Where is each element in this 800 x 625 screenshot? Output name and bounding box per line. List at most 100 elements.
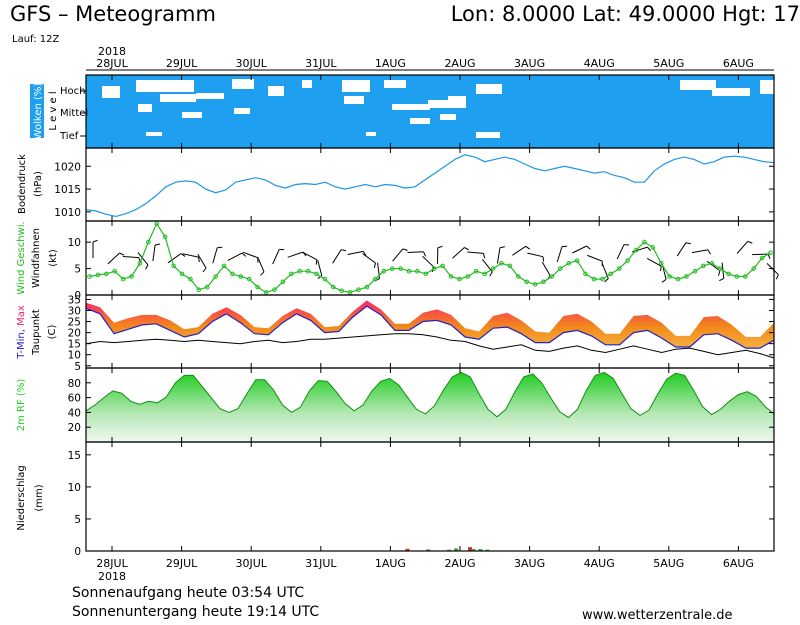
wind-speed-point [246,276,252,282]
wind-barb-feather [660,266,662,272]
wind-barb [167,253,182,264]
wind-barb-feather [154,243,161,246]
precipitation-axis-label: Niederschlag [16,465,27,530]
wind-barb [706,260,721,272]
wind-barb-feather [341,249,347,252]
y-tick-label: 5 [74,361,81,373]
wind-barb [422,255,435,268]
clear-sky-gap [712,88,750,96]
wind-speed-point [440,263,445,269]
wind-barb-feather [542,256,545,262]
clear-sky-gap [302,80,312,88]
wind-speed-point [297,268,303,274]
wind-barb [287,251,303,258]
cloud-panel: Wolken (%) L e v e l Hoch Mittel Tief [30,74,775,149]
precipitation-bar [471,549,476,551]
y-tick-label: 15 [68,450,81,462]
date-label-bottom: 31JUL [305,557,337,570]
wind-speed-point [616,266,622,271]
wind-barb [616,244,625,260]
wind-speed-point [717,266,723,271]
wind-speed-point [633,247,639,253]
wind-speed-point [499,261,504,266]
cloud-axis-label: Wolken (%) [33,83,44,140]
wind-barb-feather [198,257,200,263]
wind-barb [572,245,587,254]
wind-speed-point [482,271,488,277]
precipitation-bar [405,548,410,551]
humidity-axis-label: 2m RF (%) [16,379,27,432]
date-label-top: 30JUL [235,57,267,70]
date-label-bottom: 30JUL [235,557,267,570]
wind-speed-point [625,258,630,263]
wind-speed-point [465,274,471,279]
sunrise-text: Sonnenaufgang heute 03:54 UTC [72,585,305,601]
pressure-line [85,154,775,218]
wind-barb-feather [437,245,443,249]
clear-sky-gap [182,112,202,118]
precipitation-bar [426,549,431,551]
model-run: Lauf: 12Z [12,34,60,45]
wind-speed-point [532,282,538,287]
clear-sky-gap [102,86,120,98]
wind-barb-feather [362,251,367,256]
panel-frame [85,147,775,222]
wind-barb-feather [685,242,691,245]
wind-barb-feather [747,240,753,244]
wind-speed-point [549,274,555,279]
wind-speed-point [146,239,151,245]
wind-barb-feather [241,252,247,257]
date-label-top: 3AUG [514,57,545,70]
wind-barb [197,254,207,269]
wind-speed-point [574,258,580,263]
wind-speed-point [583,271,588,277]
wind-speed-point [591,276,597,282]
clear-sky-gap [138,104,152,112]
clear-sky-gap [392,104,430,110]
y-tick-label: 20 [68,328,81,340]
clear-sky-gap [366,132,376,136]
wind-speed-point [255,284,260,290]
y-tick-label: 15 [68,339,81,351]
wind-speed-point [684,274,689,279]
date-label-bottom: 29JUL [166,557,198,570]
clear-sky-gap [476,132,500,138]
wind-speed-point [423,271,429,277]
cloud-level-name: Hoch [60,86,85,97]
wind-speed-point [558,266,563,271]
dewpoint-line [85,333,775,359]
y-tick-label: 1020 [54,161,81,173]
wind-speed-point [507,263,513,269]
wind-speed-point [238,274,244,279]
wind-speed-point [213,274,218,279]
wind-barb [692,249,708,254]
wind-speed-point [701,263,706,269]
wind-barb-feather [767,253,771,259]
dewpoint-axis-label: Taupunkt [31,309,42,356]
clear-sky-gap [234,108,250,114]
clear-sky-gap [428,100,452,108]
wind-barb-feather [604,278,609,283]
wind-speed-point [171,263,176,269]
wind-barb [122,256,139,259]
cloud-cover-fill [86,75,774,148]
wind-barb-feather [315,259,318,265]
wind-barb [137,252,149,266]
y-tick-label: 5 [74,264,81,276]
wind-barb-label: Windfahnen [31,228,42,288]
wind-barb [512,245,526,256]
wind-barb [392,248,404,262]
date-label-top: 6AUG [723,57,754,70]
wind-barb-feather [489,271,493,277]
precipitation-bar [468,547,472,551]
date-label-bottom: 5AUG [653,557,684,570]
wind-barb [587,254,603,262]
date-label-bottom: 4AUG [584,557,615,570]
wind-speed-point [675,276,681,282]
tmax-label-part: Max [16,305,27,326]
y-tick-label: 30 [68,305,81,317]
wind-barb [182,253,199,258]
wind-barb-feather [661,278,667,283]
wind-speed-point [221,263,227,269]
